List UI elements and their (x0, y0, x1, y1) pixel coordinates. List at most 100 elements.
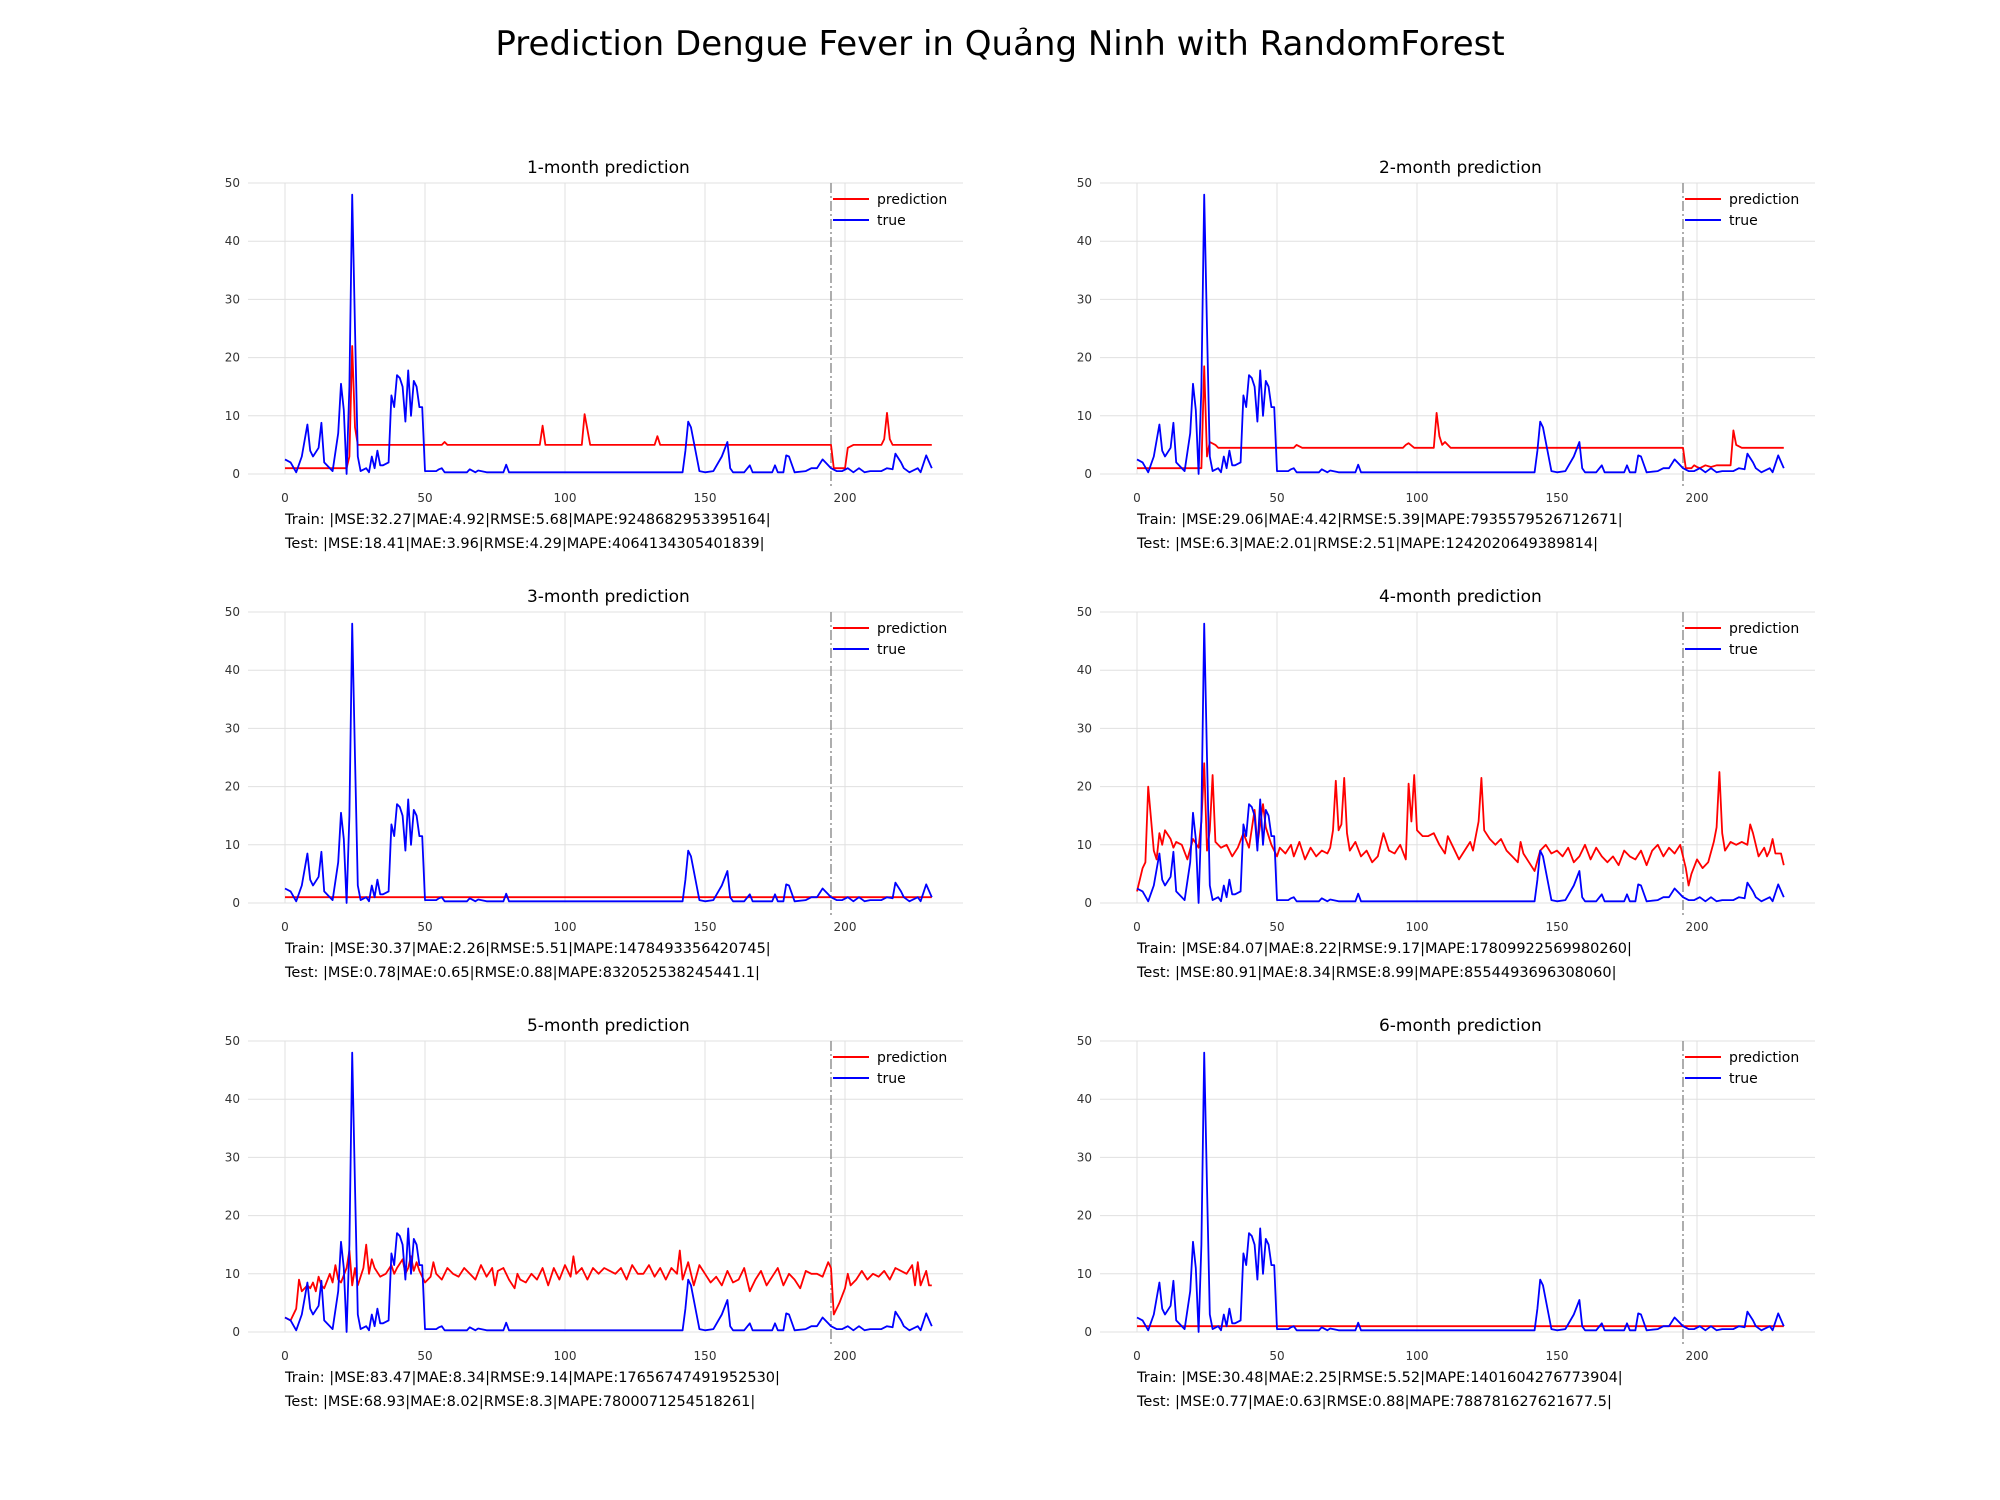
x-tick-label: 200 (1686, 1349, 1709, 1363)
x-tick-label: 50 (417, 491, 432, 505)
y-tick-label: 10 (1077, 838, 1092, 852)
series-line-true (284, 1051, 933, 1333)
y-tick-label: 50 (225, 176, 240, 190)
x-tick-label: 100 (554, 1349, 577, 1363)
y-tick-label: 20 (225, 351, 240, 365)
x-tick-label: 100 (554, 491, 577, 505)
metrics-train-text: Train: |MSE:32.27|MAE:4.92|RMSE:5.68|MAP… (285, 512, 771, 528)
y-tick-label: 20 (225, 1209, 240, 1223)
metrics-train-text: Train: |MSE:30.48|MAE:2.25|RMSE:5.52|MAP… (1137, 1370, 1623, 1386)
x-tick-label: 200 (834, 920, 857, 934)
y-tick-label: 40 (1077, 1092, 1092, 1106)
legend-label-true: true (1729, 642, 1758, 658)
x-tick-label: 100 (554, 920, 577, 934)
y-tick-label: 0 (232, 896, 240, 910)
x-tick-label: 50 (417, 920, 432, 934)
legend-label-prediction: prediction (877, 621, 947, 637)
y-tick-label: 30 (1077, 292, 1092, 306)
subplot-4: 4-month prediction 0 10 20 30 40 50 0 50 100 150 20… (1077, 587, 1815, 934)
x-tick-label: 50 (417, 1349, 432, 1363)
y-tick-label: 30 (225, 292, 240, 306)
x-tick-label: 100 (1406, 920, 1429, 934)
legend-label-prediction: prediction (1729, 1050, 1799, 1066)
metrics-test-text: Test: |MSE:0.77|MAE:0.63|RMSE:0.88|MAPE:… (1137, 1394, 1612, 1410)
subplot-5: 5-month prediction 0 10 20 30 40 50 0 50 100 150 20… (225, 1016, 963, 1363)
legend-label-true: true (1729, 213, 1758, 229)
series-line-prediction (1136, 762, 1785, 892)
y-tick-label: 50 (1077, 176, 1092, 190)
y-tick-label: 0 (232, 467, 240, 481)
y-tick-label: 40 (1077, 663, 1092, 677)
series-line-prediction (284, 1243, 932, 1322)
x-tick-label: 200 (1686, 920, 1709, 934)
y-tick-label: 50 (225, 605, 240, 619)
y-tick-label: 0 (1084, 467, 1092, 481)
x-tick-label: 0 (281, 1349, 289, 1363)
legend-label-true: true (877, 213, 906, 229)
series-line-true (1136, 1051, 1785, 1333)
y-tick-label: 30 (225, 1150, 240, 1164)
metrics-test-text: Test: |MSE:18.41|MAE:3.96|RMSE:4.29|MAPE… (285, 536, 765, 552)
x-tick-label: 150 (1546, 920, 1569, 934)
y-tick-label: 30 (1077, 1150, 1092, 1164)
subplot-title: 1-month prediction (527, 158, 690, 178)
y-tick-label: 20 (1077, 351, 1092, 365)
x-tick-label: 150 (1546, 1349, 1569, 1363)
subplot-3: 3-month prediction 0 10 20 30 40 50 0 50 100 150 20… (225, 587, 963, 934)
legend-label-true: true (877, 642, 906, 658)
y-tick-label: 50 (1077, 605, 1092, 619)
metrics-test-text: Test: |MSE:0.78|MAE:0.65|RMSE:0.88|MAPE:… (285, 965, 760, 981)
legend-label-true: true (1729, 1071, 1758, 1087)
series-line-true (1136, 193, 1785, 475)
x-tick-label: 0 (1133, 491, 1141, 505)
y-tick-label: 40 (225, 234, 240, 248)
subplot-title: 4-month prediction (1379, 587, 1542, 607)
x-tick-label: 50 (1269, 1349, 1284, 1363)
x-tick-label: 0 (1133, 1349, 1141, 1363)
subplot-2: 2-month prediction 0 10 20 30 40 50 0 50 100 150 20… (1077, 158, 1815, 505)
y-tick-label: 50 (225, 1034, 240, 1048)
y-tick-label: 10 (225, 838, 240, 852)
y-tick-label: 40 (1077, 234, 1092, 248)
y-tick-label: 20 (1077, 1209, 1092, 1223)
metrics-train-text: Train: |MSE:30.37|MAE:2.26|RMSE:5.51|MAP… (285, 941, 771, 957)
subplot-6: 6-month prediction 0 10 20 30 40 50 0 50 100 150 20… (1077, 1016, 1815, 1363)
figure-title: Prediction Dengue Fever in Quảng Ninh wi… (495, 24, 1505, 64)
y-tick-label: 40 (225, 1092, 240, 1106)
series-line-true (284, 193, 933, 475)
x-tick-label: 150 (1546, 491, 1569, 505)
legend-label-prediction: prediction (1729, 621, 1799, 637)
x-tick-label: 150 (694, 920, 717, 934)
metrics-train-text: Train: |MSE:83.47|MAE:8.34|RMSE:9.14|MAP… (285, 1370, 780, 1386)
subplot-title: 5-month prediction (527, 1016, 690, 1036)
subplot-title: 6-month prediction (1379, 1016, 1542, 1036)
y-tick-label: 10 (1077, 409, 1092, 423)
metrics-test-text: Test: |MSE:6.3|MAE:2.01|RMSE:2.51|MAPE:1… (1137, 536, 1599, 552)
x-tick-label: 100 (1406, 491, 1429, 505)
x-tick-label: 0 (281, 920, 289, 934)
x-tick-label: 0 (1133, 920, 1141, 934)
subplot-title: 2-month prediction (1379, 158, 1542, 178)
legend-label-prediction: prediction (877, 192, 947, 208)
y-tick-label: 0 (1084, 896, 1092, 910)
legend-label-prediction: prediction (1729, 192, 1799, 208)
y-tick-label: 50 (1077, 1034, 1092, 1048)
y-tick-label: 10 (225, 1267, 240, 1281)
subplot-title: 3-month prediction (527, 587, 690, 607)
x-tick-label: 150 (694, 491, 717, 505)
series-line-true (1136, 622, 1785, 904)
series-line-prediction (1137, 365, 1784, 470)
y-tick-label: 10 (225, 409, 240, 423)
metrics-train-text: Train: |MSE:84.07|MAE:8.22|RMSE:9.17|MAP… (1137, 941, 1632, 957)
x-tick-label: 200 (1686, 491, 1709, 505)
y-tick-label: 10 (1077, 1267, 1092, 1281)
x-tick-label: 100 (1406, 1349, 1429, 1363)
metrics-train-text: Train: |MSE:29.06|MAE:4.42|RMSE:5.39|MAP… (1137, 512, 1623, 528)
y-tick-label: 0 (232, 1325, 240, 1339)
x-tick-label: 0 (281, 491, 289, 505)
metrics-test-text: Test: |MSE:68.93|MAE:8.02|RMSE:8.3|MAPE:… (285, 1394, 756, 1410)
x-tick-label: 200 (834, 1349, 857, 1363)
y-tick-label: 40 (225, 663, 240, 677)
x-tick-label: 50 (1269, 920, 1284, 934)
